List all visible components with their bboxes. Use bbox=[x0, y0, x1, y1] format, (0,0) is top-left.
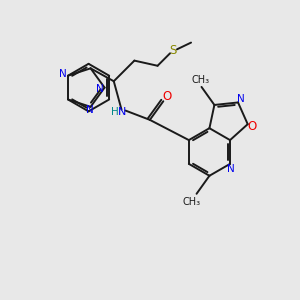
Text: N: N bbox=[118, 106, 127, 116]
Text: N: N bbox=[227, 164, 235, 174]
Text: N: N bbox=[96, 84, 104, 94]
Text: CH₃: CH₃ bbox=[191, 75, 210, 85]
Text: O: O bbox=[163, 90, 172, 103]
Text: O: O bbox=[247, 120, 256, 133]
Text: H: H bbox=[111, 106, 119, 116]
Text: S: S bbox=[169, 44, 177, 57]
Text: N: N bbox=[59, 69, 67, 79]
Text: CH₃: CH₃ bbox=[182, 197, 201, 207]
Text: N: N bbox=[237, 94, 245, 104]
Text: N: N bbox=[86, 105, 94, 115]
